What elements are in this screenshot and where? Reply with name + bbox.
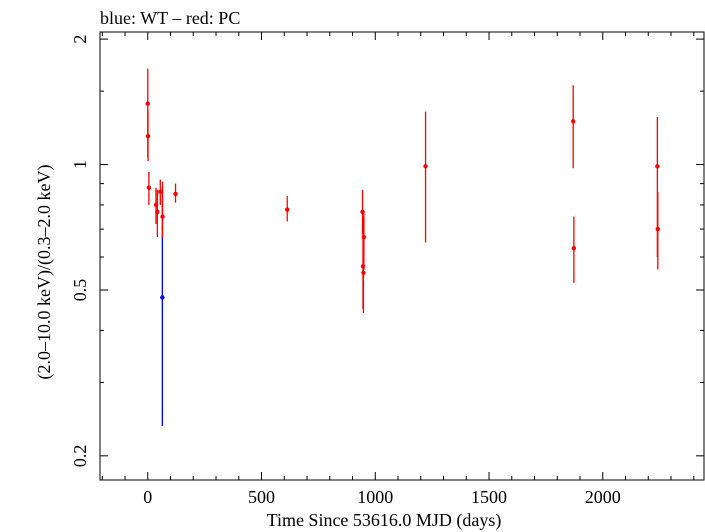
data-point-pc (655, 226, 661, 232)
data-point-pc (361, 270, 366, 275)
x-tick-label: 1000 (357, 487, 393, 507)
x-tick-label: 1500 (471, 487, 507, 507)
data-point-wt (160, 295, 165, 300)
data-point-pc (160, 214, 165, 219)
data-point-pc (285, 207, 290, 212)
x-tick-label: 0 (143, 487, 152, 507)
y-axis-ticks: 0.2 0.5 1 2 (70, 35, 704, 467)
x-tick-label: 500 (248, 487, 275, 507)
y-axis-label: (2.0–10.0 keV)/(0.3–2.0 keV) (34, 165, 55, 380)
data-point-pc (571, 245, 577, 251)
data-points (145, 68, 661, 426)
data-point-pc (145, 133, 151, 139)
y-tick-label: 1 (70, 160, 90, 169)
data-point-pc (361, 234, 367, 240)
data-point-pc (155, 209, 160, 215)
data-point-pc (145, 101, 150, 106)
data-point-pc (146, 185, 152, 190)
x-axis-label: Time Since 53616.0 MJD (days) (267, 510, 502, 531)
data-point-pc (173, 191, 178, 197)
data-point-pc (423, 164, 428, 169)
data-point-pc (655, 164, 660, 169)
data-point-pc (158, 189, 163, 195)
y-tick-label: 2 (70, 35, 90, 44)
y-tick-label: 0.5 (70, 279, 90, 302)
x-axis-ticks: 0 500 1000 1500 2000 (101, 32, 695, 507)
y-tick-label: 0.2 (70, 445, 90, 468)
data-point-pc (570, 119, 576, 124)
chart-title: blue: WT – red: PC (100, 8, 240, 28)
x-tick-label: 2000 (585, 487, 621, 507)
plot-frame (99, 31, 705, 481)
